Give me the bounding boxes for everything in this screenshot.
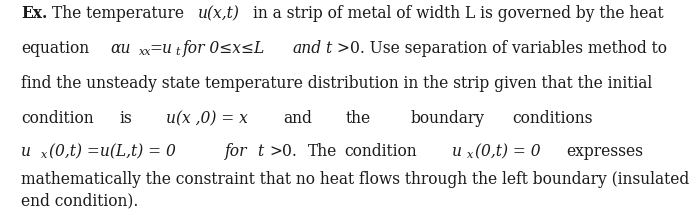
Text: and: and <box>283 110 312 127</box>
Text: boundary: boundary <box>411 110 485 127</box>
Text: x: x <box>41 150 48 160</box>
Text: u: u <box>452 143 462 160</box>
Text: >0.: >0. <box>269 143 297 160</box>
Text: >0. Use separation of variables method to: >0. Use separation of variables method t… <box>337 40 667 57</box>
Text: for: for <box>225 143 248 160</box>
Text: the: the <box>346 110 371 127</box>
Text: find the unsteady state temperature distribution in the strip given that the ini: find the unsteady state temperature dist… <box>21 75 652 92</box>
Text: The temperature: The temperature <box>52 5 184 22</box>
Text: u(x ,0) = x: u(x ,0) = x <box>166 110 248 127</box>
Text: Ex.: Ex. <box>21 5 48 22</box>
Text: condition: condition <box>344 143 416 160</box>
Text: in a strip of metal of width L is governed by the heat: in a strip of metal of width L is govern… <box>253 5 664 22</box>
Text: u(x,t): u(x,t) <box>198 5 240 22</box>
Text: expresses: expresses <box>566 143 643 160</box>
Text: for 0≤x≤L: for 0≤x≤L <box>183 40 265 57</box>
Text: mathematically the constraint that no heat flows through the left boundary (insu: mathematically the constraint that no he… <box>21 171 690 188</box>
Text: t: t <box>257 143 263 160</box>
Text: equation: equation <box>21 40 89 57</box>
Text: t: t <box>175 47 179 57</box>
Text: is: is <box>119 110 132 127</box>
Text: xx: xx <box>139 47 151 57</box>
Text: αu: αu <box>110 40 130 57</box>
Text: u: u <box>21 143 31 160</box>
Text: condition: condition <box>21 110 94 127</box>
Text: end condition).: end condition). <box>21 192 139 209</box>
Text: The: The <box>308 143 337 160</box>
Text: conditions: conditions <box>512 110 592 127</box>
Text: (0,t) = 0: (0,t) = 0 <box>475 143 540 160</box>
Text: =u: =u <box>149 40 172 57</box>
Text: t: t <box>325 40 331 57</box>
Text: x: x <box>467 150 473 160</box>
Text: and: and <box>292 40 321 57</box>
Text: (0,t) =u(L,t) = 0: (0,t) =u(L,t) = 0 <box>49 143 176 160</box>
